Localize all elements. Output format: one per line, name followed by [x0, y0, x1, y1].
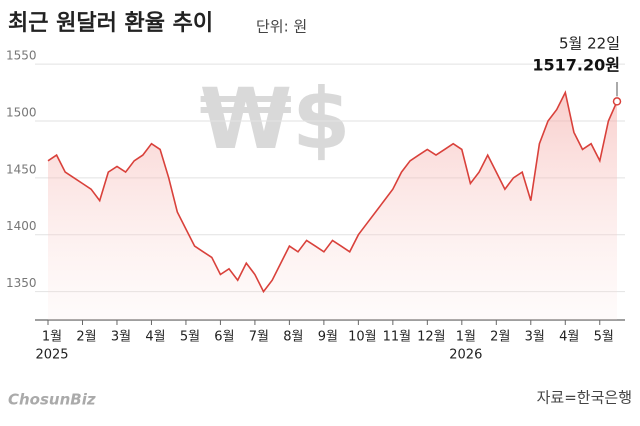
x-tick-label: 6월 [214, 330, 234, 345]
x-tick-label: 4월 [559, 330, 579, 345]
watermark: ₩$ [199, 70, 350, 168]
x-tick-label: 2월 [76, 330, 96, 345]
y-tick-label: 1400 [6, 219, 37, 233]
logo: ChosunBiz [8, 391, 96, 409]
x-tick-label: 9월 [318, 330, 338, 345]
x-tick-label: 5월 [594, 330, 614, 345]
source: 자료=한국은행 [537, 389, 632, 407]
y-tick-label: 1500 [6, 105, 37, 119]
x-tick-label: 1월 [456, 330, 476, 345]
y-tick-label: 1450 [6, 162, 37, 176]
annotation: 5월 22일 [559, 35, 620, 53]
subtitle: 단위: 원 [256, 18, 307, 36]
x-tick-label: 12월 [417, 330, 446, 345]
x-tick-label: 7월 [249, 330, 269, 345]
x-tick-label: 3월 [525, 330, 545, 345]
y-tick-label: 1350 [6, 276, 37, 290]
x-tick-label: 3월 [111, 330, 131, 345]
area [48, 92, 617, 320]
x-tick-label: 2월 [490, 330, 510, 345]
value-label: 1517.20원 [532, 56, 620, 75]
year-label: 2025 [35, 348, 68, 363]
x-tick-label: 5월 [180, 330, 200, 345]
end-point [612, 97, 622, 106]
chart-title: 최근 원달러 환율 추이 [8, 11, 213, 36]
y-tick-label: 1550 [6, 49, 37, 63]
year-label: 2026 [449, 348, 482, 363]
line [47, 90, 618, 294]
x-tick-label: 1월 [42, 330, 62, 345]
x-tick-label: 11월 [383, 330, 412, 345]
x-tick-label: 4월 [145, 330, 165, 345]
x-tick-label: 10월 [348, 330, 377, 345]
x-tick-label: 8월 [283, 330, 303, 345]
